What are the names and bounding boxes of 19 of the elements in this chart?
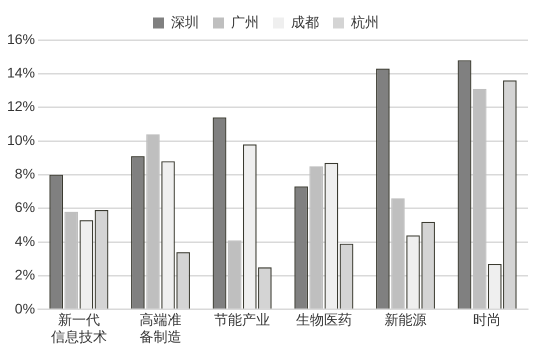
x-tick-label: 时尚 — [473, 312, 502, 328]
legend-label: 成都 — [291, 14, 319, 30]
legend-label: 广州 — [231, 14, 259, 30]
y-tick-label: 4% — [14, 232, 36, 249]
x-tick-label: 高端准备制造 — [140, 312, 182, 344]
y-tick-label: 0% — [14, 300, 36, 316]
y-tick-label: 10% — [6, 132, 36, 148]
x-tick-label: 新一代信息技术 — [50, 312, 107, 344]
x-tick-label: 节能产业 — [214, 312, 270, 328]
y-tick-label: 6% — [14, 199, 36, 216]
y-tick-label: 8% — [14, 166, 36, 182]
y-tick-label: 14% — [6, 64, 36, 81]
y-tick-label: 2% — [14, 266, 36, 283]
x-tick-label: 新能源 — [384, 312, 427, 328]
y-tick-label: 16% — [6, 30, 36, 47]
x-tick-label: 生物医药 — [296, 312, 352, 328]
legend-label: 深圳 — [171, 14, 199, 30]
y-tick-label: 12% — [6, 98, 36, 114]
legend-label: 杭州 — [350, 14, 379, 30]
